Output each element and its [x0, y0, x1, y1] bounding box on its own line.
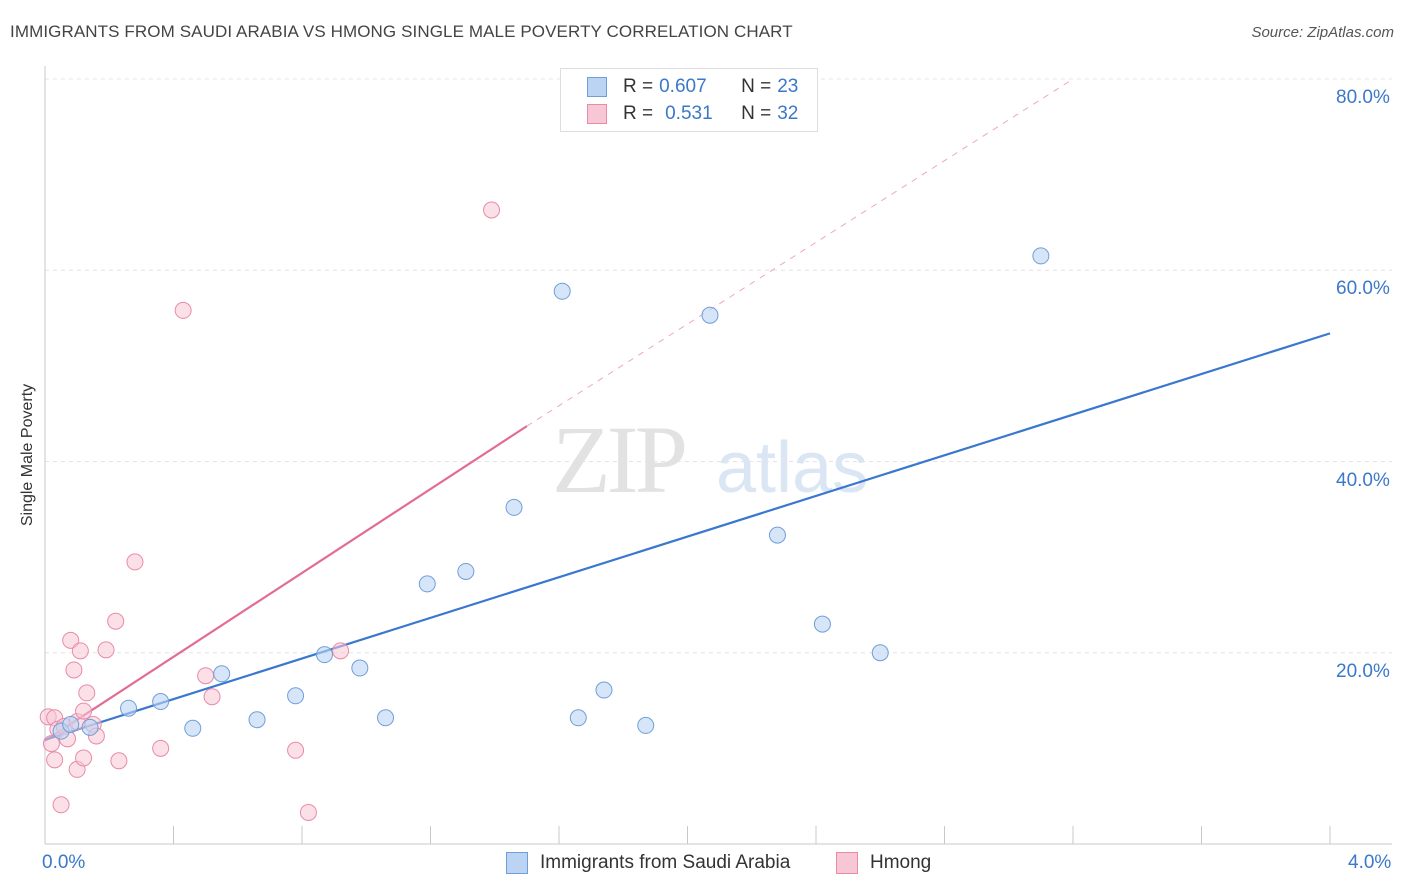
legend-n-label: N =: [741, 103, 772, 124]
legend-n-label: N =: [741, 76, 772, 97]
point-saudi: [553, 282, 571, 300]
legend-r-value: 0.607: [659, 76, 707, 97]
point-saudi: [351, 659, 369, 677]
point-saudi: [1032, 247, 1050, 265]
point-saudi: [315, 646, 333, 664]
series-legend-saudi[interactable]: Immigrants from Saudi Arabia: [506, 852, 790, 874]
legend-swatch-blue: [587, 77, 607, 97]
legend-r-label: R =: [623, 103, 654, 124]
trend-line-hmong: [44, 425, 528, 742]
trend-lines: [44, 78, 1331, 742]
point-hmong: [78, 684, 96, 702]
point-hmong: [152, 739, 170, 757]
x-tick-min: 0.0%: [42, 852, 86, 873]
watermark-zip: ZIP: [552, 406, 685, 513]
point-hmong: [107, 612, 125, 630]
point-hmong: [71, 642, 89, 660]
source-label: Source: ZipAtlas.com: [1251, 24, 1394, 41]
point-saudi: [184, 719, 202, 737]
point-saudi: [418, 575, 436, 593]
point-saudi: [457, 562, 475, 580]
legend-n-value: 23: [777, 76, 799, 97]
y-tick-label: 20.0%: [1336, 660, 1390, 682]
point-hmong: [299, 803, 317, 821]
legend-row-hmong: R = 0.531 N = 32: [587, 102, 798, 126]
point-saudi: [569, 709, 587, 727]
point-hmong: [287, 741, 305, 759]
point-saudi: [120, 699, 138, 717]
legend-row-saudi: R = 0.607 N = 23: [587, 75, 798, 99]
point-hmong: [110, 752, 128, 770]
grid-lines: [45, 78, 1392, 654]
point-hmong: [75, 702, 93, 720]
series-label-saudi: Immigrants from Saudi Arabia: [540, 852, 791, 873]
point-saudi: [768, 526, 786, 544]
point-hmong: [203, 688, 221, 706]
chart-title: IMMIGRANTS FROM SAUDI ARABIA VS HMONG SI…: [10, 22, 793, 41]
point-hmong: [46, 751, 64, 769]
y-axis-label: Single Male Poverty: [19, 383, 36, 527]
y-tick-label: 80.0%: [1336, 87, 1390, 108]
legend-r-value: 0.531: [665, 103, 713, 124]
point-hmong: [126, 553, 144, 571]
point-hmong: [42, 735, 60, 753]
series-swatch-blue: [506, 852, 528, 874]
series-swatch-pink: [836, 852, 858, 874]
legend-n-value: 32: [777, 103, 799, 124]
point-saudi: [213, 665, 231, 683]
point-saudi: [62, 715, 80, 733]
point-hmong: [332, 642, 350, 660]
point-hmong: [97, 641, 115, 659]
legend-r-label: R =: [623, 76, 654, 97]
point-hmong: [197, 667, 215, 685]
correlation-legend: R = 0.607 N = 23 R = 0.531 N = 32: [560, 68, 818, 132]
point-hmong: [62, 631, 80, 649]
legend-swatch-pink: [587, 104, 607, 124]
point-saudi: [81, 718, 99, 736]
watermark-atlas: atlas: [716, 428, 868, 508]
point-hmong: [75, 749, 93, 767]
point-saudi: [595, 681, 613, 699]
point-hmong: [65, 661, 83, 679]
point-saudi: [871, 644, 889, 662]
trend-line-saudi: [44, 332, 1331, 741]
point-hmong: [174, 301, 192, 319]
series-legend-hmong[interactable]: Hmong: [836, 852, 931, 874]
watermark: ZIP atlas: [552, 406, 868, 513]
series-legend: Immigrants from Saudi Arabia Hmong: [0, 852, 1406, 878]
y-tick-label: 60.0%: [1336, 278, 1390, 300]
point-saudi: [701, 306, 719, 324]
point-hmong: [483, 201, 501, 219]
point-saudi: [813, 615, 831, 633]
point-saudi: [287, 687, 305, 705]
point-hmong: [52, 796, 70, 814]
point-saudi: [152, 693, 170, 711]
point-saudi: [637, 716, 655, 734]
data-points: [39, 201, 1050, 821]
point-saudi: [505, 498, 523, 516]
point-saudi: [248, 711, 266, 729]
y-tick-label: 40.0%: [1336, 469, 1390, 491]
series-label-hmong: Hmong: [870, 852, 932, 873]
x-tick-max: 4.0%: [1348, 852, 1392, 873]
point-saudi: [377, 709, 395, 727]
